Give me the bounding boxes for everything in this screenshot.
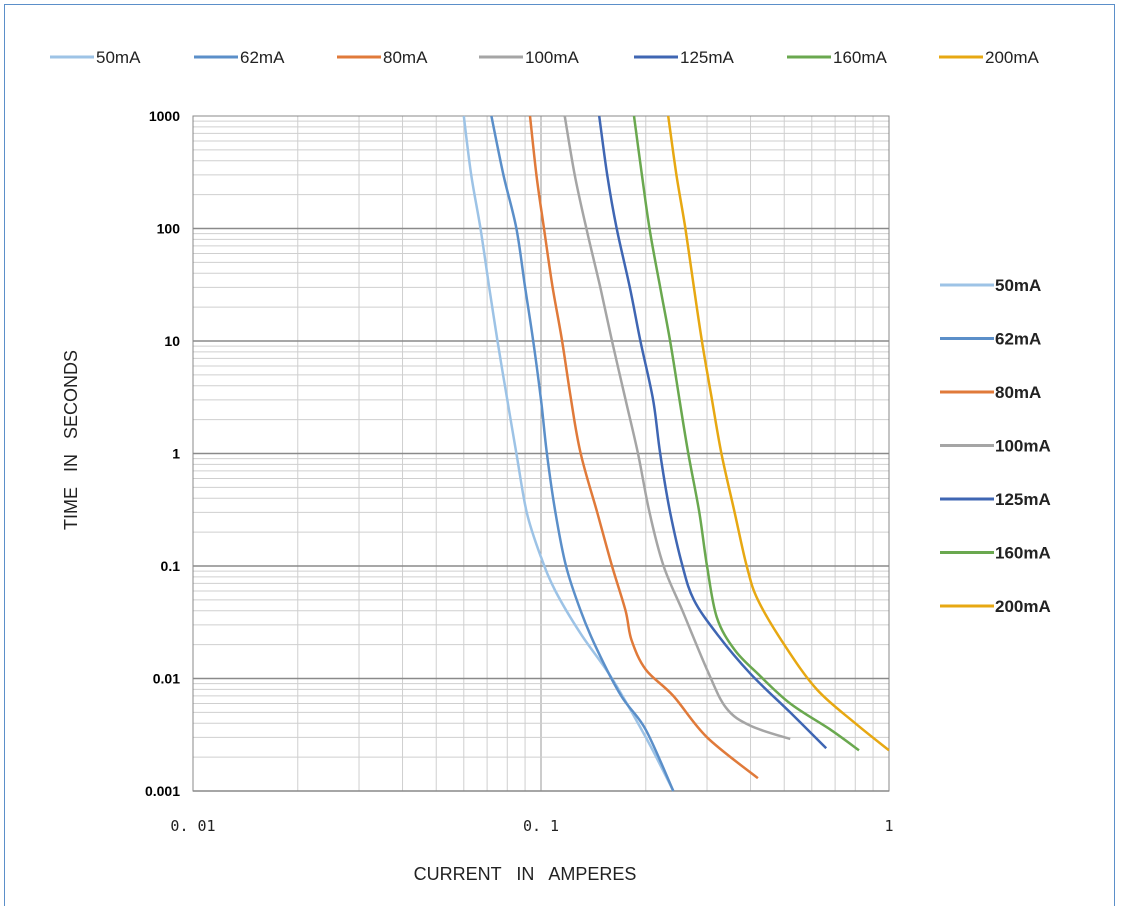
x-tick-labels: 0. 01 0. 1 1	[170, 817, 893, 835]
legend-top-label: 200mA	[985, 48, 1040, 67]
y-tick-label: 0.1	[161, 558, 181, 574]
series-line-160mA	[632, 115, 860, 752]
series-line-50mA	[462, 115, 675, 792]
series-line-80mA	[528, 115, 759, 780]
legend-right: 50mA 62mA 80mA 100mA 125mA 160mA 200mA	[940, 276, 1051, 616]
y-tick-label: 1000	[149, 108, 180, 124]
series-line-100mA	[563, 115, 791, 741]
x-tick-label: 1	[884, 817, 893, 835]
legend-top-label: 100mA	[525, 48, 580, 67]
legend-right-label: 80mA	[995, 383, 1041, 402]
legend-right-label: 50mA	[995, 276, 1041, 295]
legend-top-label: 50mA	[96, 48, 141, 67]
y-tick-labels: 0.001 0.01 0.1 1 10 100 1000	[145, 108, 180, 799]
y-tick-label: 1	[172, 446, 180, 462]
legend-top: 50mA 62mA 80mA 100mA 125mA 160mA 200mA	[50, 48, 1040, 67]
plot-border	[192, 115, 890, 792]
series-line-125mA	[597, 115, 828, 750]
legend-right-label: 62mA	[995, 330, 1041, 349]
x-tick-label: 0. 01	[170, 817, 215, 835]
y-axis-title: TIME IN SECONDS	[61, 350, 81, 530]
legend-right-label: 100mA	[995, 437, 1051, 456]
legend-top-label: 160mA	[833, 48, 888, 67]
y-tick-label: 0.001	[145, 783, 180, 799]
legend-top-label: 125mA	[680, 48, 735, 67]
series-lines	[462, 115, 890, 792]
legend-top-label: 80mA	[383, 48, 428, 67]
grid	[192, 116, 889, 792]
y-tick-label: 0.01	[153, 671, 180, 687]
legend-right-label: 160mA	[995, 544, 1051, 563]
y-tick-label: 10	[164, 333, 180, 349]
legend-right-label: 125mA	[995, 490, 1051, 509]
y-tick-label: 100	[157, 221, 181, 237]
x-tick-label: 0. 1	[523, 817, 559, 835]
series-line-62mA	[490, 115, 675, 792]
chart-frame	[4, 4, 1115, 906]
legend-right-label: 200mA	[995, 597, 1051, 616]
legend-top-label: 62mA	[240, 48, 285, 67]
series-line-200mA	[666, 115, 890, 752]
x-axis-title: CURRENT IN AMPERES	[414, 864, 637, 884]
